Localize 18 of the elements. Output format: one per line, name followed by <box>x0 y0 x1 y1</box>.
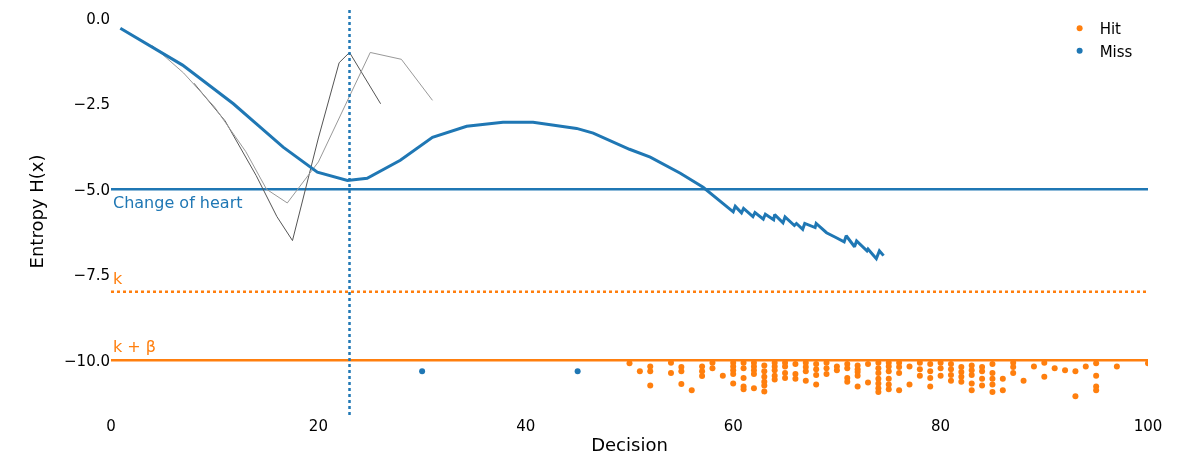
x-tick-label: 0 <box>106 417 116 435</box>
legend-label: Miss <box>1099 42 1133 61</box>
x-tick-label: 20 <box>308 417 328 435</box>
ref-line-label: k + β <box>113 337 157 356</box>
y-tick-label: 0.0 <box>86 9 110 28</box>
y-axis-title: Entropy H(x) <box>26 154 48 269</box>
y-tick-label: −10.0 <box>64 351 110 370</box>
x-tick-label: 100 <box>1133 417 1163 435</box>
x-tick-label: 40 <box>516 417 536 435</box>
ref-line-label: Change of heart <box>113 193 243 212</box>
ref-line-label: k <box>113 269 123 288</box>
x-tick-label: 80 <box>931 417 951 435</box>
x-tick-label: 60 <box>723 417 743 435</box>
x-axis-title: Decision <box>591 434 668 456</box>
y-tick-label: −7.5 <box>73 266 110 285</box>
y-tick-label: −5.0 <box>73 180 110 199</box>
legend-label: Hit <box>1099 20 1122 39</box>
y-tick-label: −2.5 <box>73 95 110 114</box>
